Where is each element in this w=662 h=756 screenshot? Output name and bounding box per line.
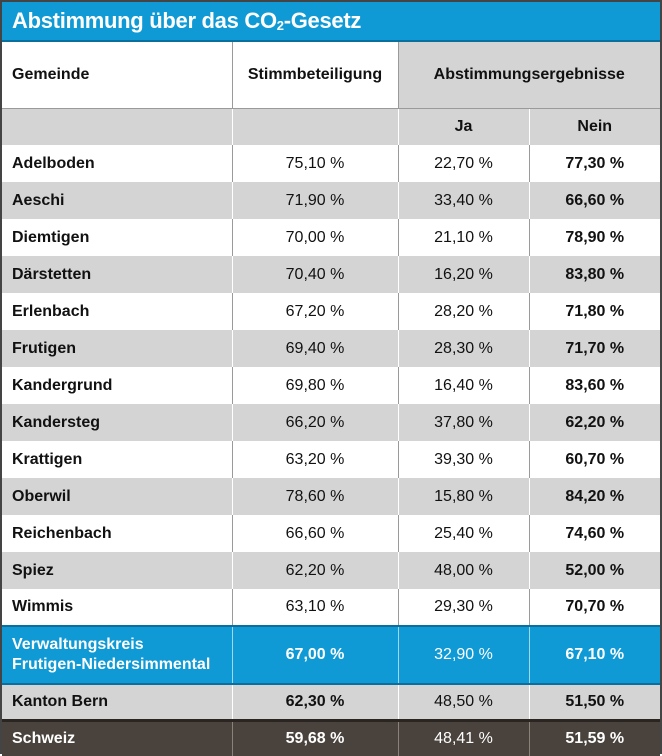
municipality-name: Frutigen <box>2 330 233 367</box>
municipality-name: Diemtigen <box>2 219 233 256</box>
table-row: Aeschi 71,90 % 33,40 % 66,60 % <box>2 182 660 219</box>
nein-value: 74,60 % <box>565 524 625 542</box>
table-row: Oberwil 78,60 % 15,80 % 84,20 % <box>2 478 660 515</box>
stimmbeteiligung-value: 69,40 % <box>232 330 399 367</box>
municipality-name: Därstetten <box>2 256 233 293</box>
nein-value: 77,30 % <box>565 154 625 172</box>
bern-beteiligung: 62,30 % <box>232 684 399 720</box>
stimmbeteiligung-value: 71,90 % <box>232 182 399 219</box>
municipality-rows: Adelboden 75,10 % 22,70 % 77,30 % Aeschi 71,9… <box>2 145 660 626</box>
table-row: Frutigen 69,40 % 28,30 % 71,70 % <box>2 330 660 367</box>
table-row: Kandergrund 69,80 % 16,40 % 83,60 % <box>2 367 660 404</box>
kreis-nein: 67,10 % <box>529 625 660 685</box>
schweiz-row: Schweiz 59,68 % 48,41 % 51,59 % <box>2 718 660 756</box>
kreis-row: Verwaltungskreis Frutigen-Niedersimmenta… <box>2 625 660 685</box>
stimmbeteiligung-value: 69,80 % <box>232 367 399 404</box>
header-stimmbeteiligung: Stimmbeteiligung <box>232 42 399 109</box>
kreis-name-line1: Verwaltungskreis <box>12 636 144 653</box>
municipality-name: Kandersteg <box>2 404 233 441</box>
table-row: Reichenbach 66,60 % 25,40 % 74,60 % <box>2 515 660 552</box>
table-row: Krattigen 63,20 % 39,30 % 60,70 % <box>2 441 660 478</box>
header-row: Gemeinde Stimmbeteiligung Abstimmungserg… <box>2 42 660 109</box>
subheader-row: Ja Nein <box>2 108 660 145</box>
ja-value: 28,30 % <box>398 330 530 367</box>
municipality-name: Reichenbach <box>2 515 233 552</box>
table-row: Adelboden 75,10 % 22,70 % 77,30 % <box>2 145 660 182</box>
stimmbeteiligung-value: 75,10 % <box>232 145 399 182</box>
ja-value: 37,80 % <box>398 404 530 441</box>
nein-value: 52,00 % <box>529 552 660 589</box>
stimmbeteiligung-value: 63,10 % <box>232 589 399 626</box>
kreis-name: Verwaltungskreis Frutigen-Niedersimmenta… <box>2 625 233 685</box>
stimmbeteiligung-value: 66,60 % <box>232 515 399 552</box>
schweiz-ja: 48,41 % <box>398 718 530 756</box>
ja-value: 16,20 % <box>398 256 530 293</box>
stimmbeteiligung-value: 67,20 % <box>232 293 399 330</box>
ja-value: 28,20 % <box>398 293 530 330</box>
municipality-name: Kandergrund <box>2 367 233 404</box>
stimmbeteiligung-value: 63,20 % <box>232 441 399 478</box>
municipality-name: Spiez <box>2 552 233 589</box>
nein-value: 66,60 % <box>529 182 660 219</box>
municipality-name: Aeschi <box>2 182 233 219</box>
title-tail: -Gesetz <box>283 8 362 33</box>
bern-name: Kanton Bern <box>2 684 233 720</box>
ja-value: 29,30 % <box>398 589 530 626</box>
table-row: Diemtigen 70,00 % 21,10 % 78,90 % <box>2 219 660 256</box>
municipality-name: Erlenbach <box>2 293 233 330</box>
nein-value: 70,70 % <box>565 598 625 615</box>
ja-value: 48,00 % <box>398 552 530 589</box>
stimmbeteiligung-value: 70,00 % <box>232 219 399 256</box>
table-row: Därstetten 70,40 % 16,20 % 83,80 % <box>2 256 660 293</box>
ja-value: 21,10 % <box>398 219 530 256</box>
header-gemeinde: Gemeinde <box>2 42 233 109</box>
title-subscript: 2 <box>276 17 284 33</box>
subheader-empty-2 <box>232 108 399 145</box>
subheader-empty-1 <box>2 108 233 145</box>
stimmbeteiligung-value: 78,60 % <box>232 478 399 515</box>
subheader-ja: Ja <box>398 108 530 145</box>
nein-value: 71,70 % <box>529 330 660 367</box>
ja-value: 39,30 % <box>398 441 530 478</box>
ja-value: 16,40 % <box>398 367 530 404</box>
table-row: Erlenbach 67,20 % 28,20 % 71,80 % <box>2 293 660 330</box>
table-row: Kandersteg 66,20 % 37,80 % 62,20 % <box>2 404 660 441</box>
nein-value: 71,80 % <box>565 302 625 320</box>
kreis-name-line2: Frutigen-Niedersimmental <box>12 656 211 673</box>
ja-value: 33,40 % <box>398 182 530 219</box>
nein-value: 62,20 % <box>529 404 660 441</box>
stimmbeteiligung-value: 66,20 % <box>232 404 399 441</box>
municipality-name: Krattigen <box>2 441 233 478</box>
kreis-ja: 32,90 % <box>398 625 530 685</box>
schweiz-nein: 51,59 % <box>529 718 660 756</box>
bern-row: Kanton Bern 62,30 % 48,50 % 51,50 % <box>2 684 660 720</box>
ja-value: 22,70 % <box>398 145 530 182</box>
table-title: Abstimmung über das CO 2 -Gesetz <box>2 2 660 42</box>
municipality-name: Wimmis <box>2 589 233 626</box>
nein-value: 84,20 % <box>529 478 660 515</box>
bern-nein: 51,50 % <box>529 684 660 720</box>
results-table: Gemeinde Stimmbeteiligung Abstimmungserg… <box>2 42 660 756</box>
municipality-name: Oberwil <box>2 478 233 515</box>
table-row: Wimmis 63,10 % 29,30 % 70,70 % <box>2 589 660 626</box>
ja-value: 15,80 % <box>398 478 530 515</box>
stimmbeteiligung-value: 70,40 % <box>232 256 399 293</box>
stimmbeteiligung-value: 62,20 % <box>232 552 399 589</box>
header-abstimmungsergebnisse: Abstimmungsergebnisse <box>398 42 660 109</box>
ja-value: 25,40 % <box>398 515 530 552</box>
table-row: Spiez 62,20 % 48,00 % 52,00 % <box>2 552 660 589</box>
nein-value: 60,70 % <box>565 450 625 468</box>
title-main: Abstimmung über das CO <box>12 8 277 33</box>
nein-value: 83,60 % <box>565 376 625 394</box>
kreis-beteiligung: 67,00 % <box>232 625 399 685</box>
schweiz-beteiligung: 59,68 % <box>232 718 399 756</box>
bern-ja: 48,50 % <box>398 684 530 720</box>
nein-value: 83,80 % <box>529 256 660 293</box>
nein-value: 78,90 % <box>565 228 625 246</box>
subheader-nein: Nein <box>529 108 660 145</box>
municipality-name: Adelboden <box>2 145 233 182</box>
schweiz-name: Schweiz <box>2 718 233 756</box>
